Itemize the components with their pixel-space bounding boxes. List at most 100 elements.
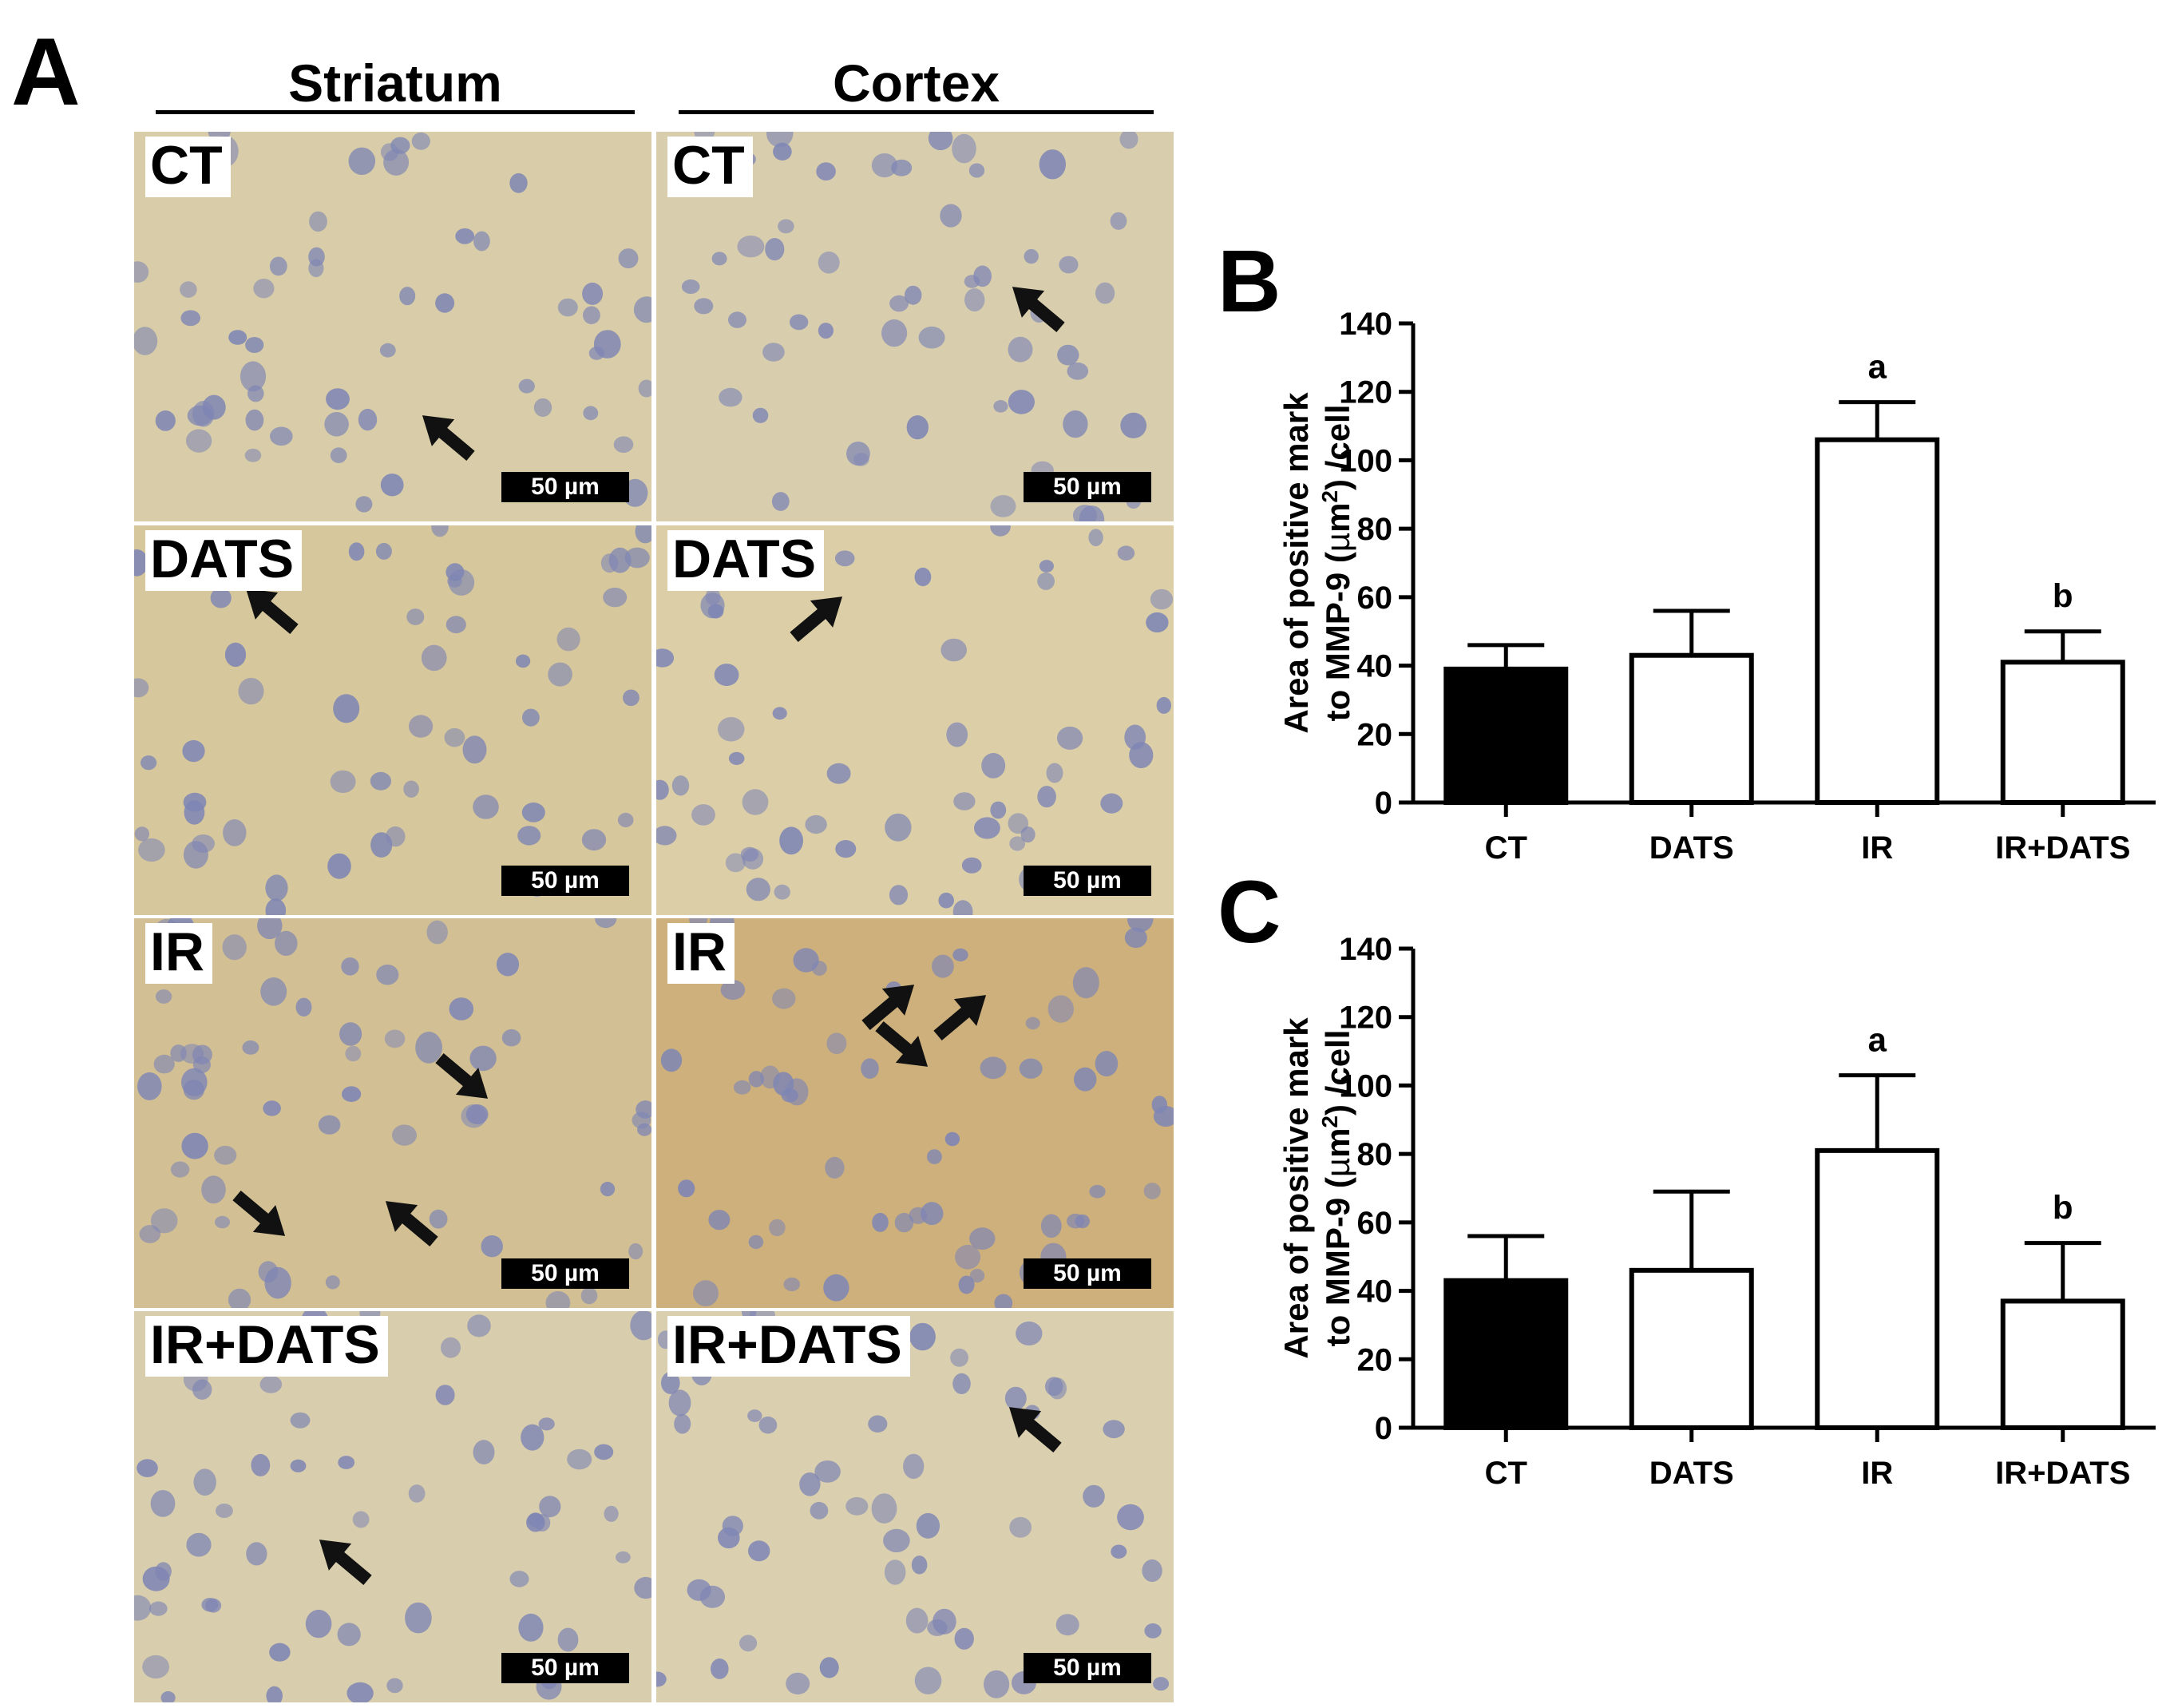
cell-nucleus <box>656 1671 667 1687</box>
arrow-marker <box>422 415 475 462</box>
bar-chart-c: C Area of positive mark to MMP-9 (µm2) /ce… <box>1218 878 2156 1491</box>
cell-nucleus <box>889 295 909 312</box>
cell-nucleus <box>518 378 535 394</box>
cell-nucleus <box>224 642 247 668</box>
y-tick-label: 80 <box>1357 512 1393 547</box>
bar-chart-b: B Area of positive mark to MMP-9 (µm2) /ce… <box>1218 232 2156 866</box>
column-rule-cortex <box>679 110 1154 114</box>
cell-nucleus <box>449 997 474 1020</box>
cell-nucleus <box>1146 612 1169 633</box>
cell-nucleus <box>192 834 215 853</box>
y-tick-label: 140 <box>1339 932 1392 967</box>
cell-nucleus <box>1150 588 1174 610</box>
cell-nucleus <box>180 281 197 298</box>
group-label: DATS <box>667 530 825 591</box>
cell-nucleus <box>671 775 690 796</box>
cell-nucleus <box>766 132 794 148</box>
cell-nucleus <box>182 739 205 763</box>
cell-nucleus <box>253 279 275 299</box>
arrow-marker <box>790 596 843 643</box>
cell-nucleus <box>521 1424 544 1451</box>
cell-nucleus <box>990 525 1011 537</box>
cell-nucleus <box>953 792 976 810</box>
y-tick-label: 120 <box>1339 1001 1392 1036</box>
cell-nucleus <box>974 817 1000 839</box>
cell-nucleus <box>681 279 700 294</box>
cell-nucleus <box>462 735 487 764</box>
cell-nucleus <box>386 1678 403 1694</box>
cell-nucleus <box>742 789 769 815</box>
cell-nucleus <box>1039 149 1066 180</box>
cell-nucleus <box>762 343 785 362</box>
cell-nucleus <box>242 1040 259 1055</box>
cell-nucleus <box>421 644 447 672</box>
cell-nucleus <box>594 1444 614 1460</box>
arrow-marker <box>435 1052 489 1099</box>
cell-nucleus <box>1103 1420 1125 1439</box>
cell-nucleus <box>1124 724 1146 751</box>
cell-nucleus <box>192 1056 211 1073</box>
cell-nucleus <box>326 388 350 410</box>
cell-nucleus <box>984 1670 1010 1698</box>
cell-nucleus <box>583 306 600 324</box>
micrograph-cortex-ir: IR 50 µm <box>656 918 1174 1308</box>
cell-nucleus <box>747 1409 762 1422</box>
cell-nucleus <box>399 287 416 306</box>
cell-nucleus <box>222 934 247 961</box>
cell-nucleus <box>940 204 962 228</box>
cell-nucleus <box>748 1071 764 1088</box>
cell-nucleus <box>834 550 855 567</box>
cell-nucleus <box>1100 793 1123 814</box>
cell-nucleus <box>938 892 954 909</box>
cell-nucleus <box>263 1100 281 1116</box>
cell-nucleus <box>720 980 746 1001</box>
y-tick-label: 60 <box>1357 1206 1393 1241</box>
cell-nucleus <box>1067 362 1089 380</box>
cell-nucleus <box>134 549 148 577</box>
y-axis-label: Area of positive mark to MMP-9 (µm2) /cel… <box>1277 1017 1356 1359</box>
cell-nucleus <box>826 1032 847 1054</box>
cell-nucleus <box>674 1413 691 1434</box>
cell-nucleus <box>746 878 770 902</box>
cell-nucleus <box>473 231 490 252</box>
micrograph-striatum-ir-dats: IR+DATS 50 µm <box>134 1311 651 1702</box>
cell-nucleus <box>661 1371 680 1394</box>
cell-nucleus <box>518 1613 544 1642</box>
cell-nucleus <box>816 162 836 181</box>
cell-nucleus <box>728 751 745 765</box>
bar-ct <box>1443 1278 1569 1431</box>
cell-nucleus <box>660 1048 683 1072</box>
cell-nucleus <box>769 1219 786 1237</box>
x-tick-label: IR+DATS <box>1995 830 2130 866</box>
cell-nucleus <box>184 800 205 825</box>
column-rule-striatum <box>156 110 635 114</box>
cell-nucleus <box>687 1579 711 1601</box>
cell-nucleus <box>678 1179 695 1198</box>
cell-nucleus <box>980 1056 1007 1080</box>
significance-label: b <box>2053 577 2073 615</box>
micrograph-cortex-ir-dats: IR+DATS 50 µm <box>656 1311 1174 1702</box>
cell-nucleus <box>290 1459 307 1472</box>
cell-nucleus <box>969 1227 996 1250</box>
cell-nucleus <box>318 1115 341 1135</box>
x-tick-label: IR <box>1861 830 1893 866</box>
cell-nucleus <box>904 285 922 305</box>
bar-ir <box>1815 437 1940 805</box>
cell-nucleus <box>348 147 376 175</box>
cell-nucleus <box>786 1672 810 1695</box>
cell-nucleus <box>379 343 396 358</box>
cell-nucleus <box>481 1235 503 1258</box>
cell-nucleus <box>245 409 264 431</box>
y-tick-label: 100 <box>1339 443 1392 478</box>
cell-nucleus <box>1156 696 1171 714</box>
cell-nucleus <box>990 801 1007 819</box>
cell-nucleus <box>517 826 541 846</box>
cell-nucleus <box>333 694 360 723</box>
cell-nucleus <box>894 1212 914 1233</box>
cell-nucleus <box>473 1440 495 1464</box>
cell-nucleus <box>871 1493 897 1524</box>
cell-nucleus <box>246 1542 267 1566</box>
cell-nucleus <box>927 1149 942 1164</box>
cell-nucleus <box>1110 212 1127 230</box>
cell-nucleus <box>415 1032 442 1064</box>
